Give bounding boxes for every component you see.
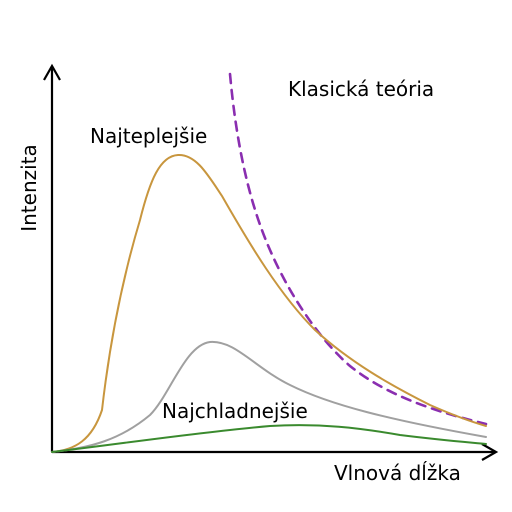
axes xyxy=(43,63,499,461)
x-axis-arrowhead xyxy=(481,443,499,461)
hottest-label: Najteplejšie xyxy=(90,124,207,148)
coldest-label: Najchladnejšie xyxy=(162,399,308,423)
classical-theory-curve xyxy=(228,72,488,426)
y-axis-label: Intenzita xyxy=(17,144,41,232)
classical-theory-label: Klasická teória xyxy=(288,77,434,101)
y-axis-arrowhead xyxy=(43,63,61,81)
hottest-curve xyxy=(51,153,487,453)
coldest-curve xyxy=(51,424,487,453)
middle-temperature-curve xyxy=(51,340,487,453)
x-axis-label: Vlnová dĺžka xyxy=(334,461,461,485)
